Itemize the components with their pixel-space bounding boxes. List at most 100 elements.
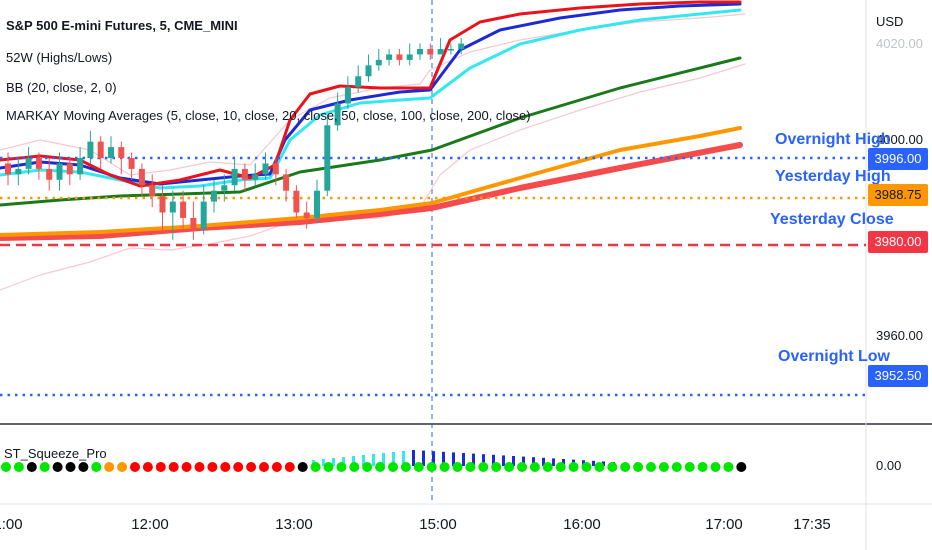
candle-body (365, 65, 372, 77)
squeeze-dot (439, 462, 450, 472)
indicator-ma-label[interactable]: MARKAY Moving Averages (5, close, 10, cl… (6, 108, 531, 123)
squeeze-dot (104, 462, 115, 472)
squeeze-dot (607, 462, 618, 472)
candle-body (406, 54, 413, 60)
squeeze-momentum-bar (492, 454, 495, 466)
squeeze-momentum-bar (342, 457, 345, 466)
squeeze-dot (517, 462, 527, 472)
candle-body (108, 147, 114, 158)
level-label-yesterday-close: Yesterday Close (770, 211, 894, 228)
candle-body (169, 201, 176, 213)
squeeze-dot (117, 462, 128, 472)
candle-body (149, 185, 156, 197)
squeeze-momentum-bar (462, 453, 465, 466)
squeeze-momentum-bar (392, 452, 395, 466)
candle-body (355, 76, 362, 88)
candle-body (437, 49, 444, 55)
squeeze-dot (555, 462, 566, 472)
squeeze-dot (323, 462, 334, 472)
squeeze-dot (13, 462, 24, 472)
indicator-52w-label[interactable]: 52W (Highs/Lows) (6, 50, 113, 65)
squeeze-dot (671, 462, 682, 472)
squeeze-value: 0.00 (876, 458, 902, 473)
candle-body (324, 125, 331, 191)
candle-body (458, 43, 465, 49)
squeeze-dot (736, 462, 747, 472)
squeeze-dot (658, 462, 669, 472)
candle-body (46, 168, 53, 180)
time-label: 13:00 (275, 516, 313, 533)
squeeze-dot (568, 462, 579, 472)
squeeze-dot (594, 462, 605, 472)
squeeze-dot (65, 462, 76, 472)
candle-body (375, 59, 382, 66)
symbol-title[interactable]: S&P 500 E-mini Futures, 5, CME_MINI (6, 18, 238, 33)
squeeze-momentum-bar (532, 457, 535, 466)
candle-body (200, 201, 207, 229)
squeeze-dot (478, 462, 489, 472)
squeeze-dot (1, 462, 11, 472)
squeeze-dot (400, 462, 411, 472)
candle-body (138, 168, 145, 186)
squeeze-momentum-bar (332, 458, 335, 466)
time-label: 16:00 (563, 516, 601, 533)
indicator-bb-label[interactable]: BB (20, close, 2, 0) (6, 80, 117, 95)
squeeze-indicator-label[interactable]: ST_Squeeze_Pro (4, 446, 107, 461)
candle-body (241, 168, 248, 180)
squeeze-momentum-bar (482, 454, 485, 466)
candle-body (283, 174, 290, 191)
level-label-overnight-low: Overnight Low (778, 348, 890, 365)
squeeze-dot (633, 462, 644, 472)
candle-body (293, 190, 300, 213)
squeeze-dot (388, 462, 398, 472)
time-label: 15:00 (419, 516, 457, 533)
squeeze-dot (220, 462, 231, 472)
squeeze-momentum-bar (352, 456, 355, 466)
squeeze-dot (723, 462, 734, 472)
time-label: 17:35 (793, 516, 831, 533)
candle-body (118, 147, 125, 158)
squeeze-dot (491, 462, 502, 472)
squeeze-dot (78, 462, 89, 472)
squeeze-dot (620, 462, 631, 472)
candle-body (396, 54, 403, 60)
candle-body (262, 163, 269, 175)
candle-body (25, 158, 32, 169)
squeeze-dot (646, 462, 656, 472)
candle-body (272, 163, 279, 175)
candle-body (314, 190, 320, 218)
squeeze-momentum-bar (472, 453, 475, 466)
candle-body (344, 87, 351, 104)
squeeze-momentum-bar (362, 455, 365, 466)
candle-body (252, 174, 259, 180)
squeeze-dot (375, 462, 386, 472)
candle-body (35, 158, 42, 169)
squeeze-dot (168, 462, 179, 472)
squeeze-momentum-bar (602, 461, 605, 466)
squeeze-momentum-bar (552, 458, 555, 466)
squeeze-momentum-bar (562, 459, 565, 466)
squeeze-dot (181, 462, 192, 472)
squeeze-dot (336, 462, 347, 472)
currency-label: USD (876, 14, 904, 29)
price-tag-yesterday-high: 3988.75 (868, 184, 928, 206)
ma5-line (0, 0, 742, 188)
price-tag-overnight-high: 3996.00 (868, 148, 928, 170)
candle-body (303, 212, 310, 218)
candle-body (417, 49, 423, 55)
candle-body (190, 217, 197, 229)
candle-body (427, 49, 434, 55)
candle-body (211, 190, 217, 202)
squeeze-dot (426, 462, 437, 472)
squeeze-momentum-bar (402, 451, 405, 466)
price-tag-yesterday-close: 3980.00 (868, 231, 928, 253)
candle-body (180, 201, 187, 218)
price-tick-4000: 4000.00 (876, 132, 923, 147)
candle-body (386, 54, 393, 60)
candle-body (221, 185, 228, 191)
squeeze-dot (542, 462, 553, 472)
time-label: 1:00 (0, 516, 23, 533)
time-label: 17:00 (705, 516, 743, 533)
